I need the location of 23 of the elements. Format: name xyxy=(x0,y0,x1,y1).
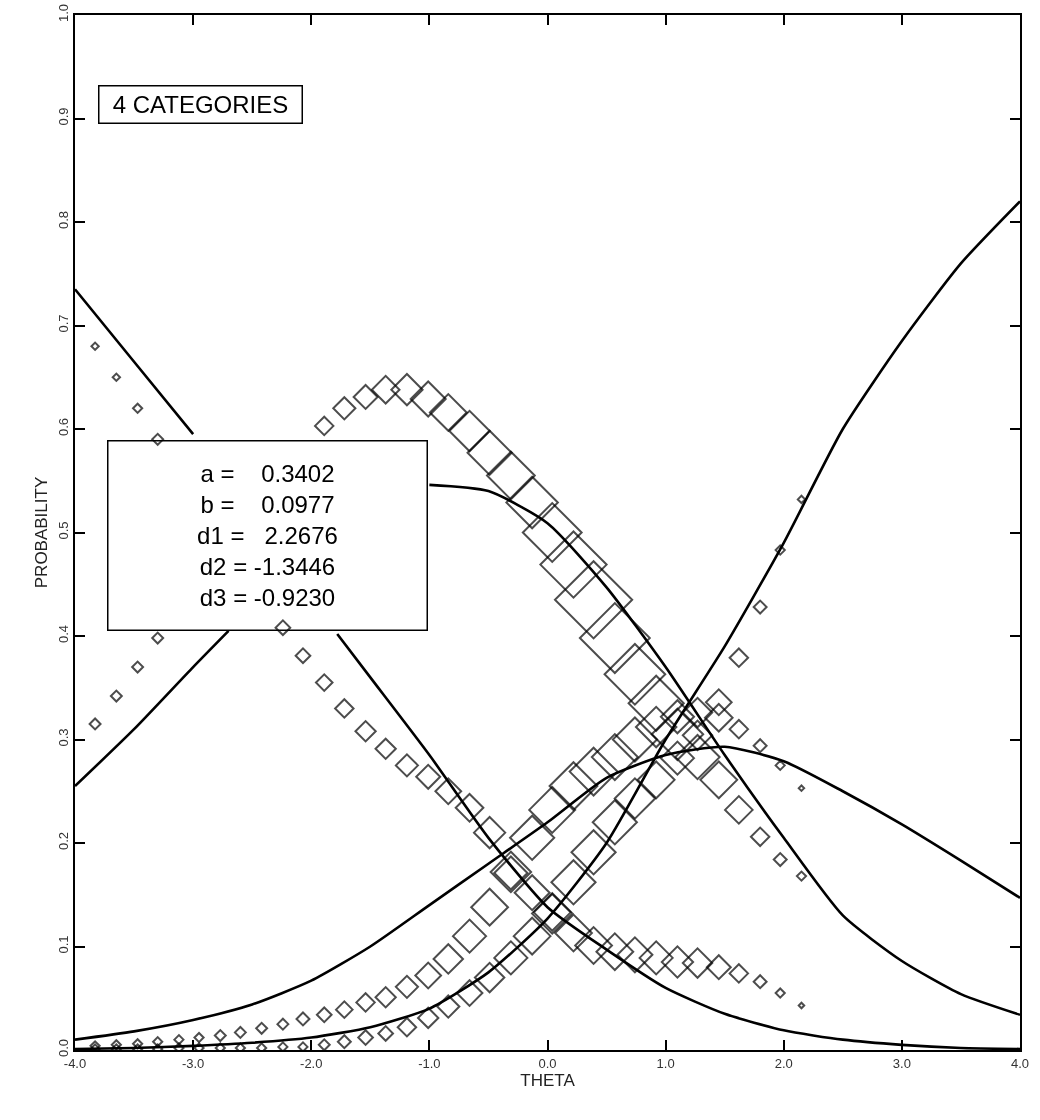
y-tick-label: 1.0 xyxy=(55,4,71,23)
y-tick-label: 0.3 xyxy=(55,728,71,747)
y-tick-label: 0.5 xyxy=(55,521,71,540)
x-tick-label: 1.0 xyxy=(656,1055,675,1071)
x-tick-label: 2.0 xyxy=(774,1055,793,1071)
x-tick-label: -3.0 xyxy=(181,1055,205,1071)
x-tick-label: 0.0 xyxy=(538,1055,557,1071)
y-tick-label: 0.4 xyxy=(55,625,71,644)
y-axis-title: PROBABILITY xyxy=(31,476,51,589)
y-tick-label: 0.9 xyxy=(55,107,71,126)
x-tick-label: 4.0 xyxy=(1010,1055,1030,1071)
y-tick-label: 0.0 xyxy=(55,1039,71,1058)
x-tick-label: -2.0 xyxy=(300,1055,323,1071)
x-axis-title: THETA xyxy=(520,1070,576,1090)
x-tick-label: 3.0 xyxy=(892,1055,911,1071)
y-tick-label: 0.7 xyxy=(55,314,71,333)
y-tick-label: 0.2 xyxy=(55,832,71,851)
annotation: a = 0.3402 b = 0.0977 d1 = 2.2676 d2 = -1.3446 d3 = -0.9230 xyxy=(197,459,338,612)
x-tick-label: -1.0 xyxy=(418,1055,441,1071)
y-tick-label: 0.1 xyxy=(55,935,71,954)
y-tick-label: 0.6 xyxy=(55,418,71,437)
annotation: 4 CATEGORIES xyxy=(112,91,289,118)
y-tick-label: 0.8 xyxy=(55,211,71,230)
